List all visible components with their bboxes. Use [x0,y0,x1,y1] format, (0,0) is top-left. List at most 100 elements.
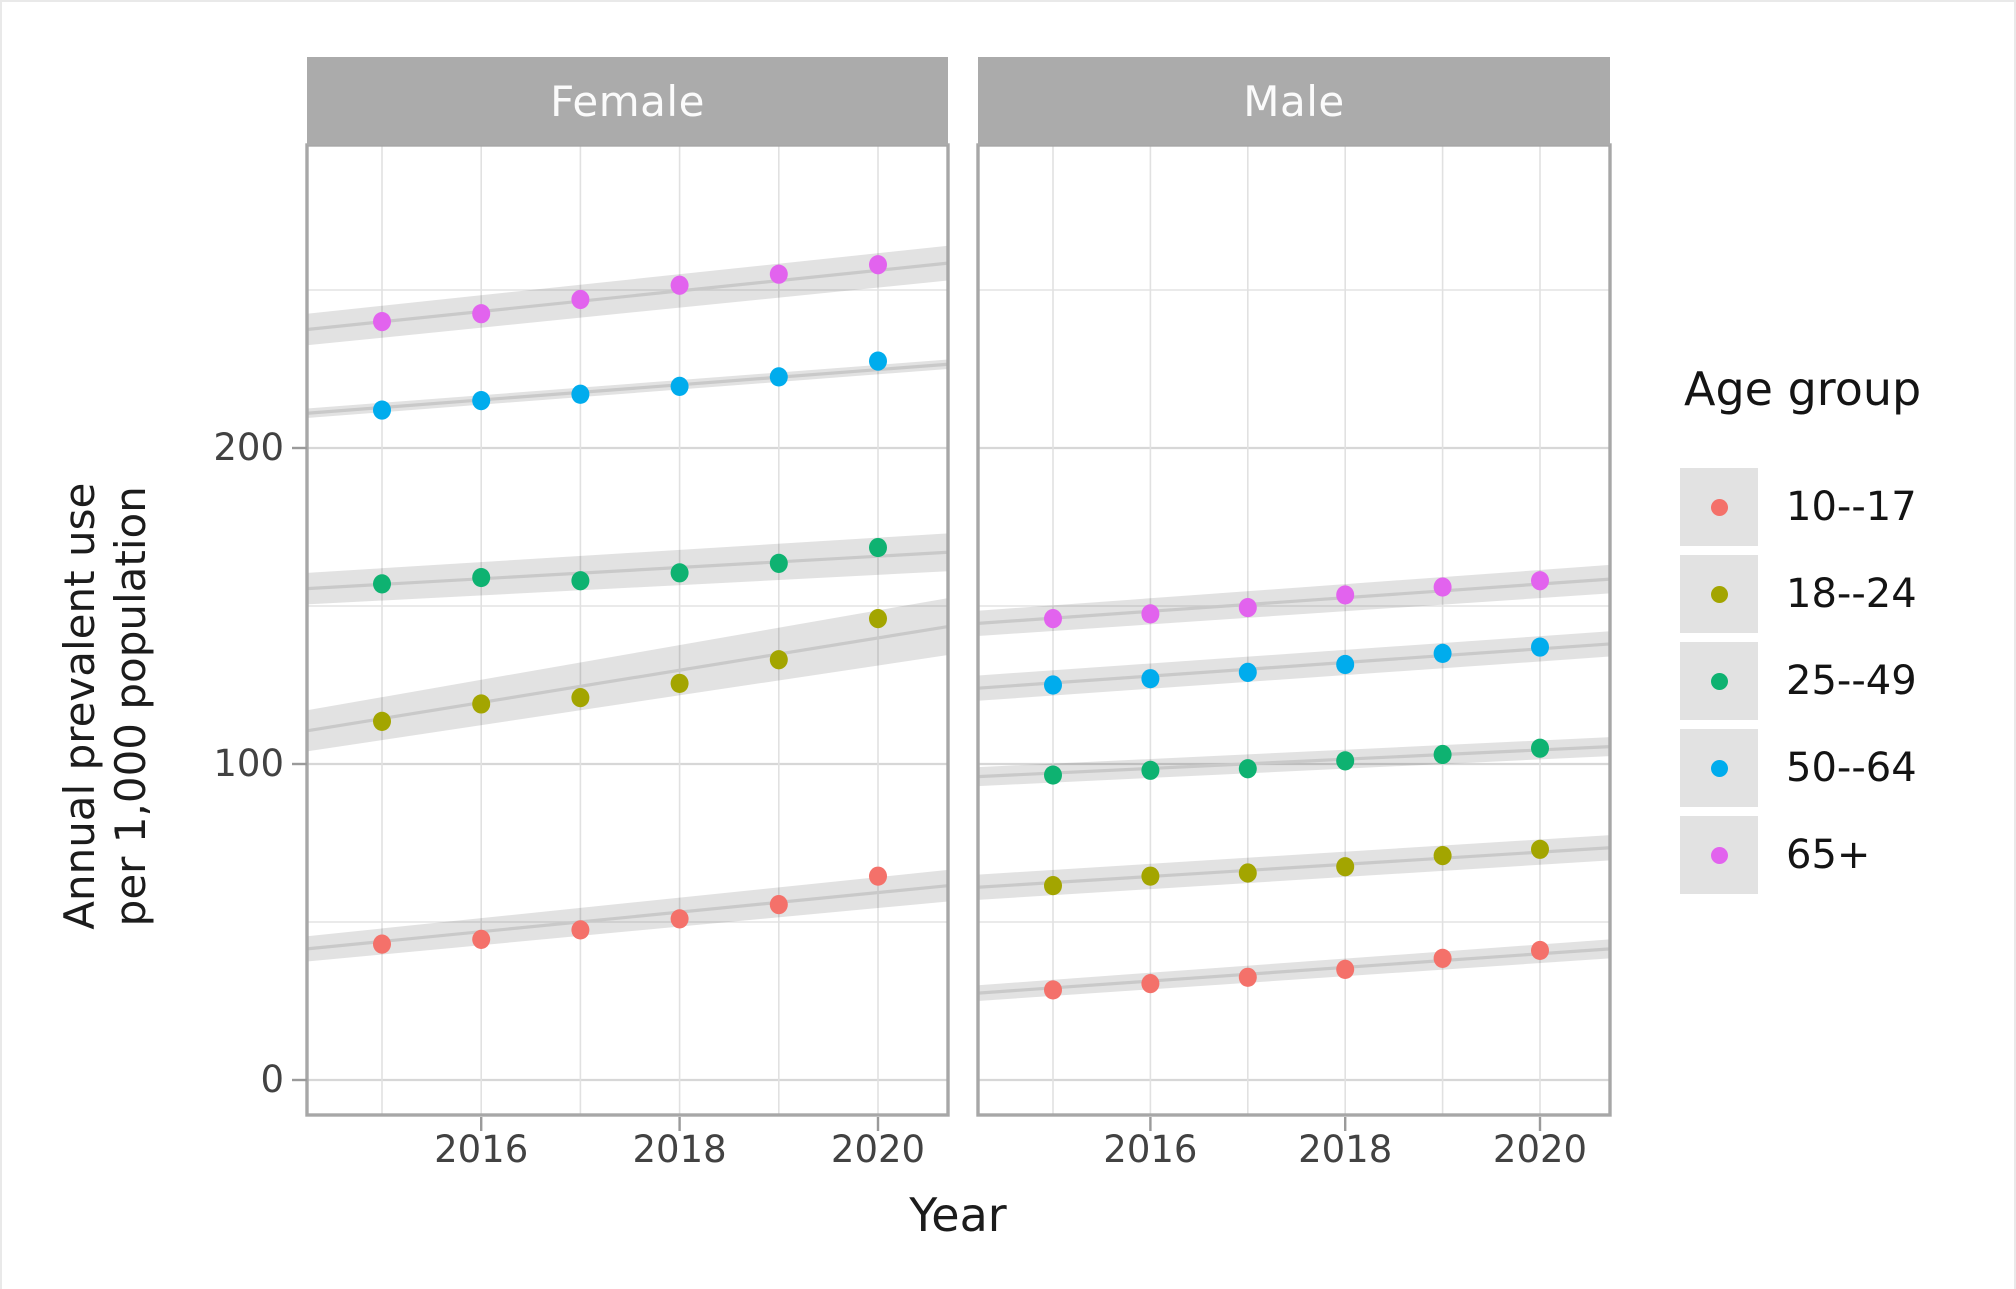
panel-background [307,145,948,1115]
trend-line [977,577,1611,625]
confidence-band [307,598,948,752]
data-point [472,304,491,324]
data-point [1336,857,1355,877]
trend-line [306,884,949,951]
data-point [373,934,391,954]
trend-line [306,362,949,415]
x-tick-label: 2016 [1103,1128,1198,1171]
data-point [1044,876,1062,896]
legend-key-box [1680,642,1758,720]
legend-item-label: 10--17 [1786,484,1917,530]
trend-line [977,846,1611,889]
legend-key-dot [1710,498,1728,516]
x-tick-label: 2020 [1492,1128,1588,1171]
data-point [1238,759,1257,779]
data-point [1433,643,1452,664]
data-point [571,688,590,708]
data-point [1238,662,1257,682]
data-point [670,563,689,583]
x-tick-label: 2018 [1298,1128,1393,1171]
trend-line [977,642,1611,690]
legend-title: Age group [1684,362,1922,416]
y-tick-label: 200 [213,426,284,469]
facet-strip-female: Female [307,57,948,145]
data-point [571,571,590,591]
data-point [1141,669,1160,689]
data-point [670,673,689,694]
data-point [670,376,689,396]
data-point [1336,585,1355,605]
trend-line [977,745,1611,779]
data-point [670,909,689,929]
data-point [769,367,788,387]
facet-strip-label: Female [550,76,705,126]
data-point [769,895,788,915]
data-point [1531,940,1549,961]
data-point [1433,948,1452,968]
trend-line [306,550,949,591]
data-point [472,694,491,714]
window-edge-left [0,0,2,1289]
y-tick-label: 0 [260,1058,284,1101]
legend-key-box [1680,816,1758,894]
data-point [1433,577,1452,597]
data-point [869,351,887,371]
legend-item-label: 25--49 [1786,658,1917,704]
x-tick-label: 2020 [830,1128,926,1171]
data-point [373,711,391,731]
data-point [869,609,887,629]
data-point [1044,765,1062,785]
data-point [1531,571,1549,591]
data-point [1238,597,1257,618]
y-tick-label: 100 [213,742,284,785]
facet-strip-label: Male [1243,76,1345,126]
data-point [1044,980,1062,1000]
data-point [1433,846,1452,866]
legend-item: 25--49 [1680,642,1921,720]
data-point [1531,637,1549,657]
legend-key-dot [1710,585,1728,603]
legend-item-label: 65+ [1786,832,1871,878]
data-point [769,553,788,573]
legend-item-label: 50--64 [1786,745,1917,791]
data-point [869,866,887,886]
data-point [472,391,491,411]
trend-line [306,624,949,733]
data-point [571,289,590,310]
panel-border [976,143,1612,1117]
data-point [1336,751,1355,771]
legend-item-label: 18--24 [1786,571,1917,617]
legend-item: 10--17 [1680,468,1921,546]
facet-strip-male: Male [978,57,1610,145]
trend-line [306,261,949,332]
data-point [472,929,491,949]
data-point [1336,654,1355,675]
data-point [1044,609,1062,629]
legend: Age group 10--17 18--24 25--49 50--64 65… [1680,362,1921,903]
data-point [472,567,491,588]
legend-key-dot [1710,759,1728,777]
legend-key-box [1680,729,1758,807]
window-edge-right [2014,0,2016,1289]
data-point [869,255,887,275]
data-point [869,537,887,558]
data-point [1238,863,1257,883]
data-point [1531,738,1549,758]
legend-key-dot [1710,846,1728,864]
panel-background [978,145,1610,1115]
data-point [1336,959,1355,980]
legend-key-box [1680,468,1758,546]
data-point [571,920,590,940]
legend-key-box [1680,555,1758,633]
x-axis-title: Year [909,1188,1007,1242]
data-point [1141,974,1160,994]
data-point [1141,760,1160,780]
legend-item: 50--64 [1680,729,1921,807]
panel-border [305,143,950,1117]
data-point [1141,866,1160,886]
data-point [1238,967,1257,987]
data-point [769,264,788,284]
data-point [1433,744,1452,765]
